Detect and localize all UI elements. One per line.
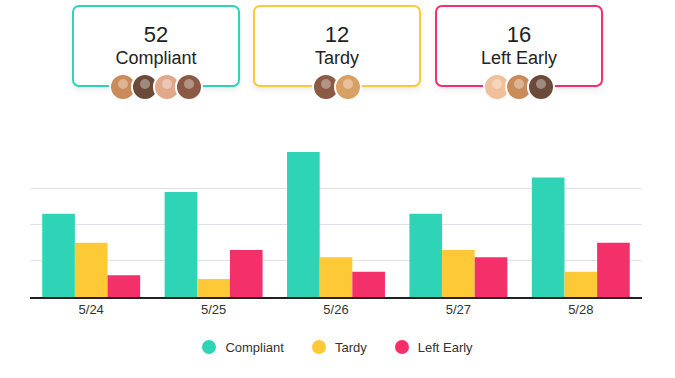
html-text:12: 12 [324,22,350,47]
html-text:Left Early: Left Early [417,339,473,355]
html-text:Tardy: Tardy [315,48,359,68]
html-text:Compliant: Compliant [115,48,197,68]
html-text:52: 52 [143,22,169,47]
html-text:Left Early: Left Early [481,48,557,68]
svg-text:5/27: 5/27 [446,302,471,317]
html-text:Tardy: Tardy [334,339,367,355]
svg-text:5/26: 5/26 [323,302,348,317]
svg-text:5/28: 5/28 [568,302,593,317]
html-text:16: 16 [506,22,532,47]
html-text:Compliant: Compliant [225,339,284,355]
svg-text:5/24: 5/24 [79,302,104,317]
svg-text:5/25: 5/25 [201,302,226,317]
